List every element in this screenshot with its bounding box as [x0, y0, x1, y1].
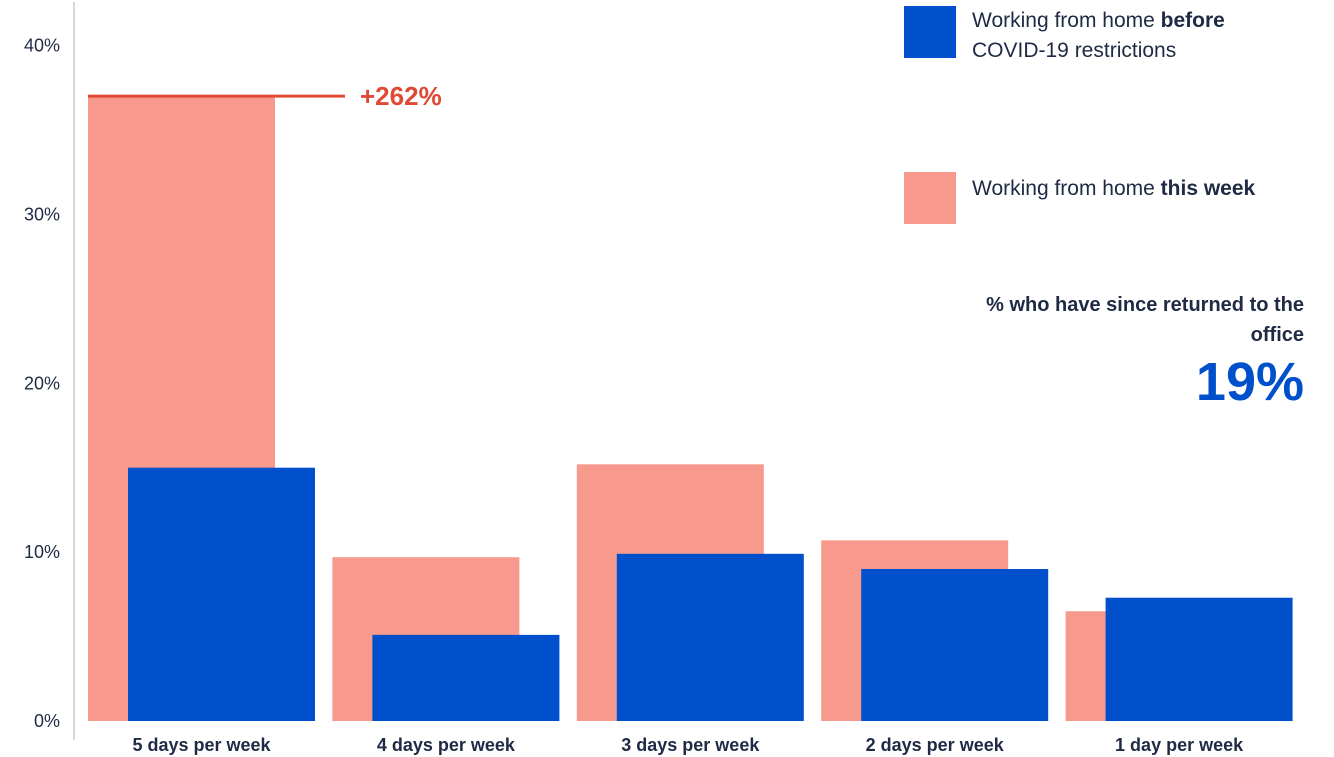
bar-before [372, 634, 560, 721]
legend-swatch-this-week [904, 172, 956, 224]
y-tick-label: 10% [24, 542, 60, 562]
y-tick-label: 40% [24, 36, 60, 56]
legend: Working from home before COVID-19 restri… [904, 6, 1324, 224]
annotation-label: +262% [360, 81, 442, 111]
returned-value: 19% [1195, 352, 1304, 412]
y-tick-label: 20% [24, 373, 60, 393]
legend-label-this-week: Working from home this week [972, 177, 1256, 200]
x-category-label: 1 day per week [1115, 735, 1244, 755]
y-tick-label: 30% [24, 204, 60, 224]
legend-item-before: Working from home before COVID-19 restri… [904, 6, 1324, 90]
bar-before [861, 569, 1049, 721]
y-tick-label: 0% [34, 711, 60, 731]
x-category-label: 4 days per week [377, 735, 516, 755]
x-category-label: 2 days per week [866, 735, 1005, 755]
returned-to-office-callout: % who have since returned to the office … [964, 290, 1304, 412]
legend-swatch-before [904, 6, 956, 58]
x-category-label: 3 days per week [621, 735, 760, 755]
returned-label: % who have since returned to the office [986, 294, 1304, 346]
bar-before [128, 467, 315, 721]
bar-before [616, 553, 804, 721]
legend-label-before: Working from home before COVID-19 restri… [972, 9, 1225, 62]
bar-before [1105, 597, 1293, 721]
legend-item-this-week: Working from home this week [904, 90, 1324, 224]
x-category-label: 5 days per week [132, 735, 271, 755]
